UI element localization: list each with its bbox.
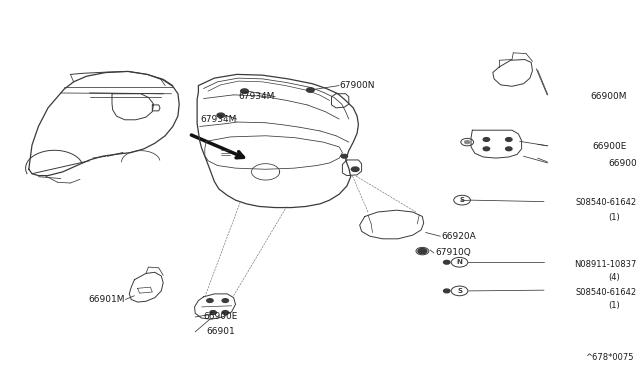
Text: 66900E: 66900E	[593, 142, 627, 151]
Text: N: N	[456, 259, 463, 265]
Circle shape	[483, 147, 490, 151]
Text: 67934M: 67934M	[239, 92, 275, 101]
Circle shape	[307, 88, 314, 92]
Circle shape	[418, 248, 427, 254]
Text: 67900N: 67900N	[339, 81, 374, 90]
Circle shape	[222, 299, 228, 302]
Text: (1): (1)	[609, 301, 620, 310]
Text: 66900M: 66900M	[591, 92, 627, 101]
Circle shape	[217, 113, 225, 118]
Circle shape	[444, 289, 450, 293]
Text: S: S	[460, 197, 465, 203]
Text: 66900E: 66900E	[204, 312, 238, 321]
Text: (4): (4)	[609, 273, 620, 282]
Text: S08540-61642: S08540-61642	[575, 288, 637, 296]
Text: N08911-10837: N08911-10837	[575, 260, 637, 269]
Circle shape	[465, 141, 470, 144]
Text: (1): (1)	[609, 213, 620, 222]
Circle shape	[341, 154, 348, 158]
Text: S: S	[457, 288, 462, 294]
Circle shape	[210, 311, 216, 314]
Text: 66920A: 66920A	[442, 232, 476, 241]
Circle shape	[351, 167, 359, 171]
Circle shape	[207, 299, 213, 302]
Text: 67934M: 67934M	[200, 115, 237, 124]
Circle shape	[222, 311, 228, 314]
Text: ^678*0075: ^678*0075	[585, 353, 634, 362]
Circle shape	[483, 138, 490, 141]
Text: 66901: 66901	[207, 327, 235, 336]
Text: 67910Q: 67910Q	[435, 248, 471, 257]
Circle shape	[444, 260, 450, 264]
Text: 66900: 66900	[608, 159, 637, 168]
Circle shape	[506, 147, 512, 151]
Circle shape	[241, 89, 248, 93]
Text: S08540-61642: S08540-61642	[575, 198, 637, 207]
Text: 66901M: 66901M	[88, 295, 125, 304]
Circle shape	[506, 138, 512, 141]
